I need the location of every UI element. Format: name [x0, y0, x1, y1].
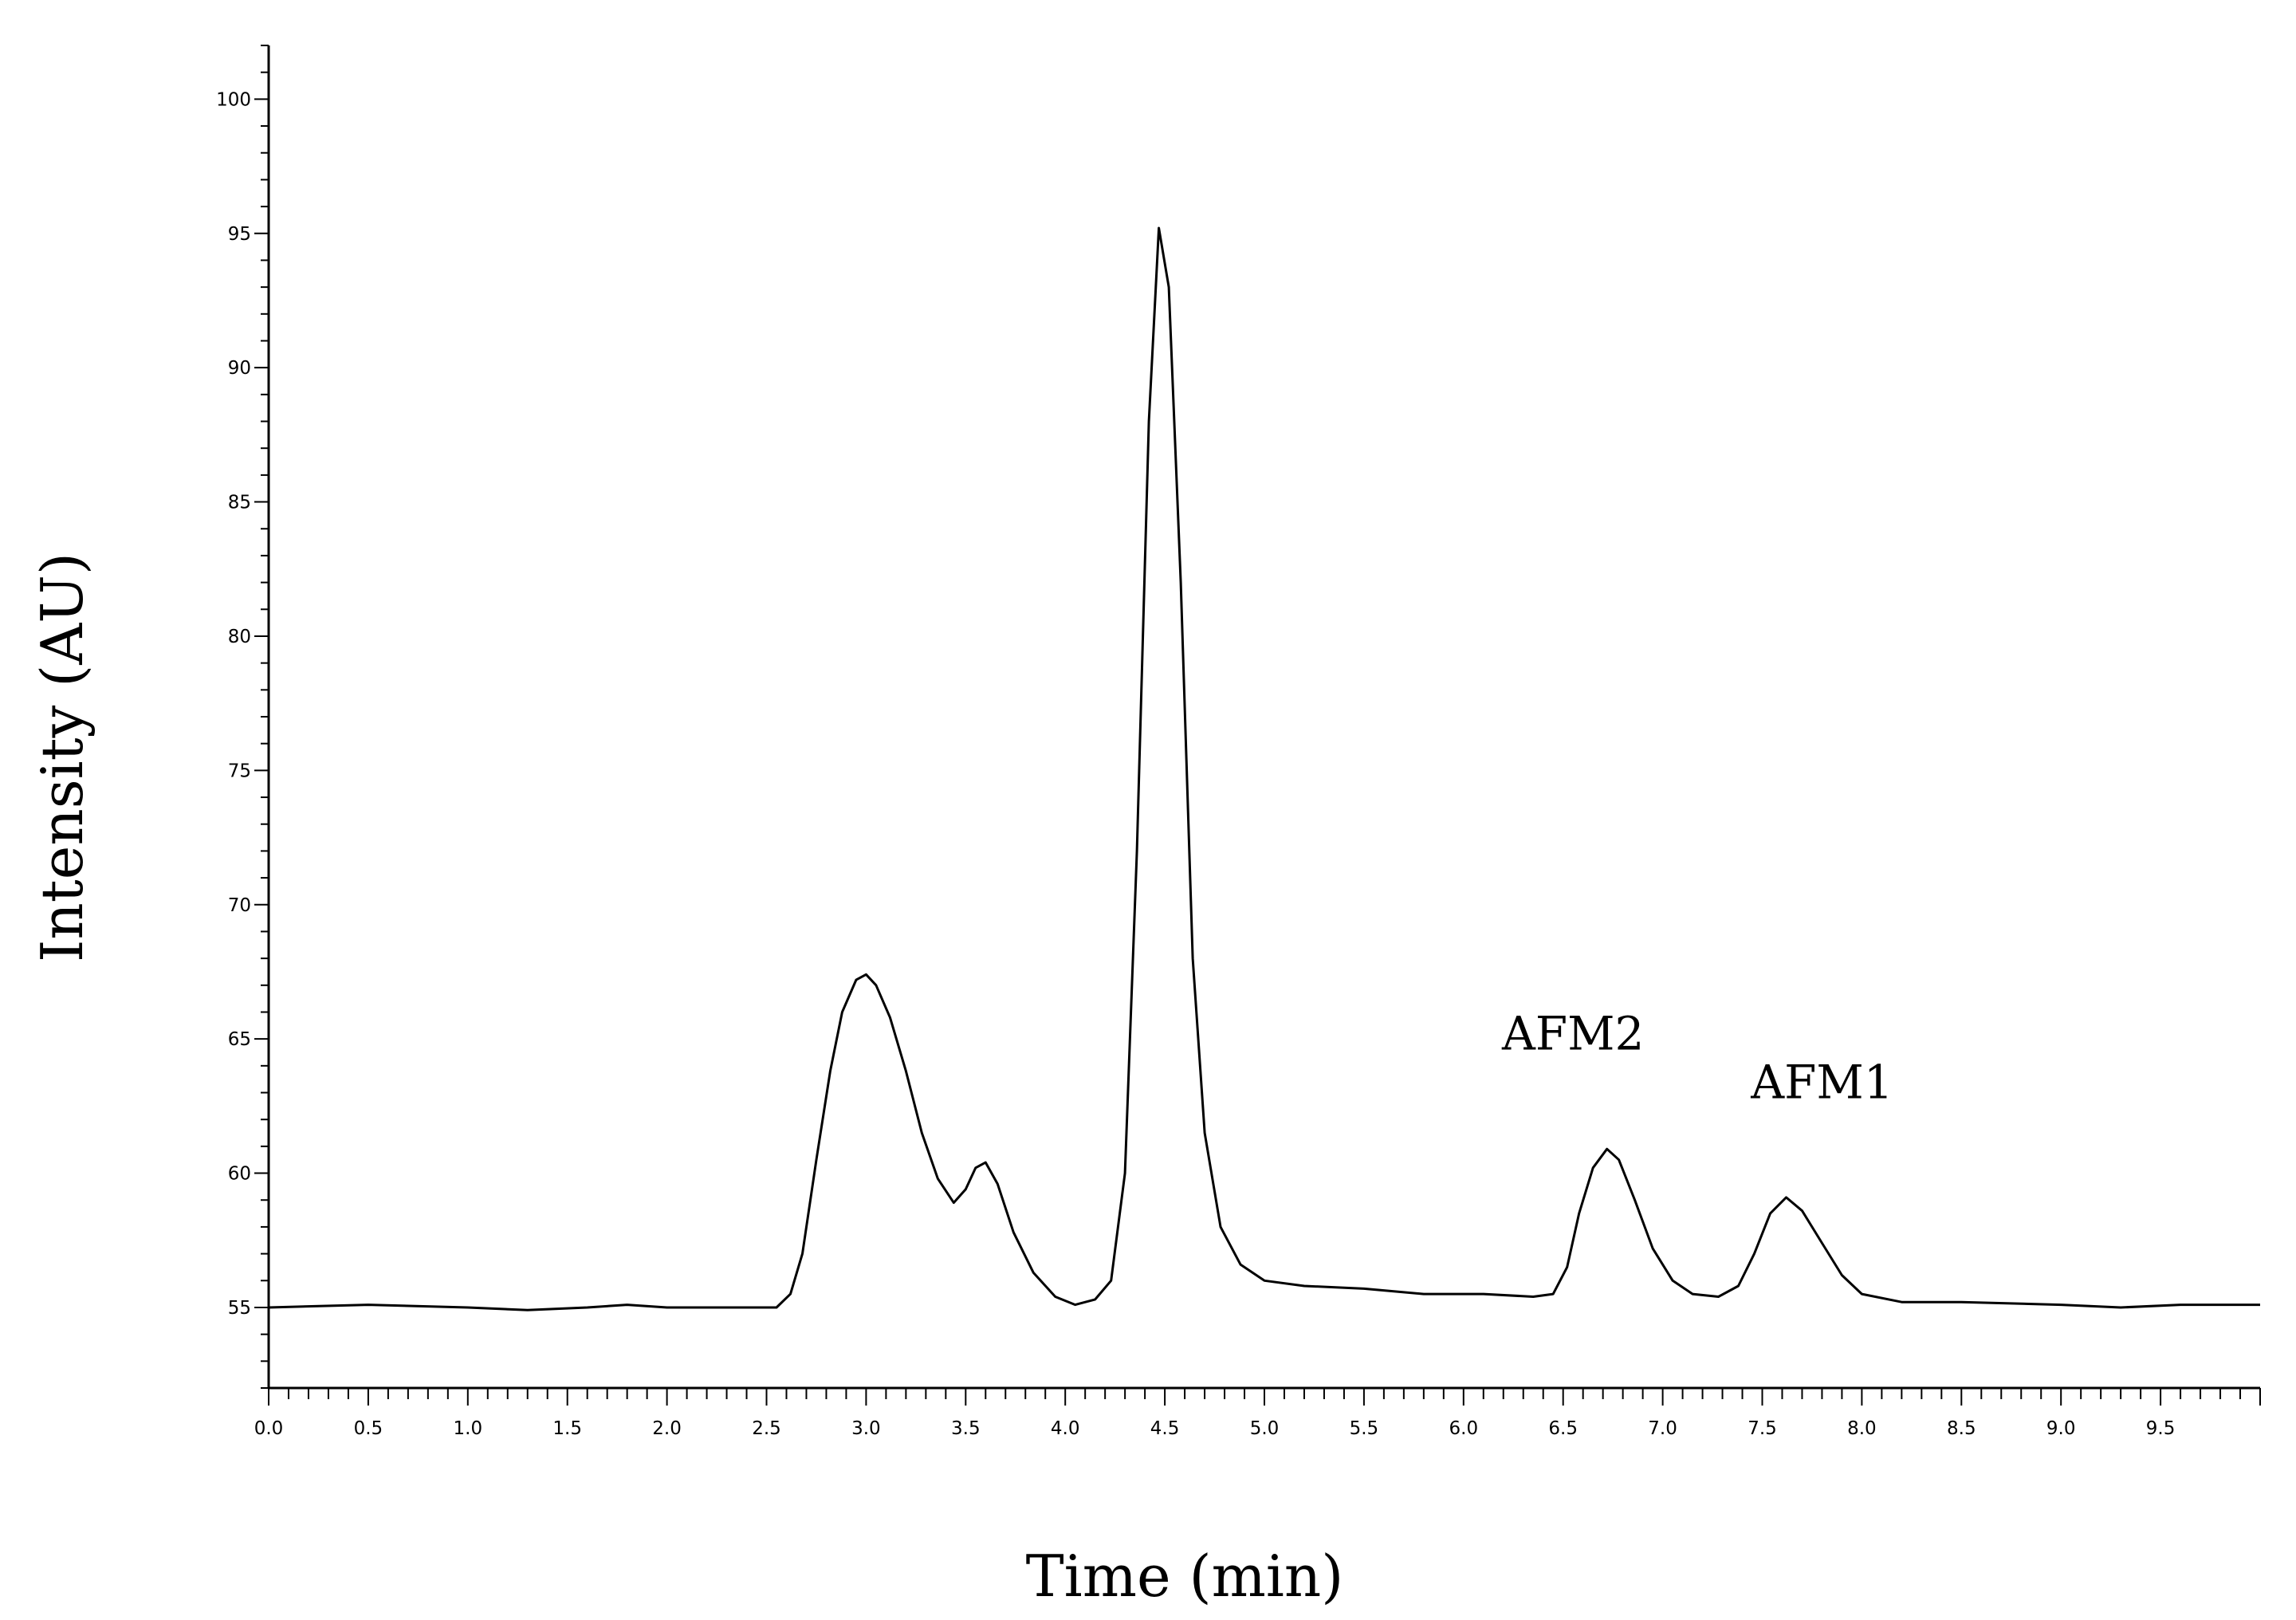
x-tick-label: 9.5 — [2146, 1418, 2176, 1439]
y-tick-label: 55 — [228, 1298, 251, 1319]
y-tick-label: 100 — [216, 89, 251, 110]
y-tick-label: 65 — [228, 1029, 251, 1050]
x-tick-label: 3.5 — [951, 1418, 981, 1439]
y-tick-label: 90 — [228, 358, 251, 379]
y-axis-ticks: 55 60 65 70 75 80 85 90 95 100 — [216, 45, 269, 1389]
x-tick-label: 4.5 — [1150, 1418, 1180, 1439]
x-tick-label: 9.0 — [2046, 1418, 2076, 1439]
y-tick-label: 80 — [228, 627, 251, 647]
x-tick-label: 1.5 — [552, 1418, 582, 1439]
x-tick-label: 8.5 — [1947, 1418, 1976, 1439]
y-tick-label: 70 — [228, 895, 251, 916]
plot-area — [268, 226, 2260, 1311]
x-tick-label: 5.0 — [1250, 1418, 1280, 1439]
x-tick-label: 2.5 — [752, 1418, 781, 1439]
x-tick-label: 6.0 — [1449, 1418, 1479, 1439]
x-tick-label: 3.0 — [851, 1418, 881, 1439]
x-tick-label: 0.0 — [254, 1418, 284, 1439]
x-tick-label: 5.5 — [1350, 1418, 1379, 1439]
x-tick-label: 1.0 — [454, 1418, 483, 1439]
x-tick-label: 0.5 — [354, 1418, 383, 1439]
series-line — [268, 226, 2260, 1311]
axes — [267, 45, 2260, 1390]
y-tick-label: 75 — [228, 761, 251, 781]
peak-annotation: AFM2 — [1501, 1007, 1644, 1061]
x-tick-label: 7.5 — [1748, 1418, 1777, 1439]
y-tick-label: 95 — [228, 224, 251, 245]
y-axis-title: Intensity (AU) — [29, 552, 96, 962]
x-tick-label: 2.0 — [652, 1418, 682, 1439]
y-tick-label: 85 — [228, 493, 251, 513]
x-tick-label: 6.5 — [1548, 1418, 1578, 1439]
annotations: AFM2 AFM1 — [1501, 1007, 1893, 1110]
x-axis-title: Time (min) — [1026, 1543, 1344, 1610]
peak-annotation: AFM1 — [1750, 1055, 1893, 1109]
x-tick-label: 8.0 — [1847, 1418, 1877, 1439]
x-tick-label: 4.0 — [1051, 1418, 1080, 1439]
y-tick-label: 60 — [228, 1164, 251, 1185]
x-axis-ticks: 0.0 0.5 1.0 1.5 2.0 2.5 3.0 3.5 4.0 4.5 5.0 5.5 6.0 6… — [254, 1388, 2261, 1439]
x-tick-label: 7.0 — [1648, 1418, 1677, 1439]
